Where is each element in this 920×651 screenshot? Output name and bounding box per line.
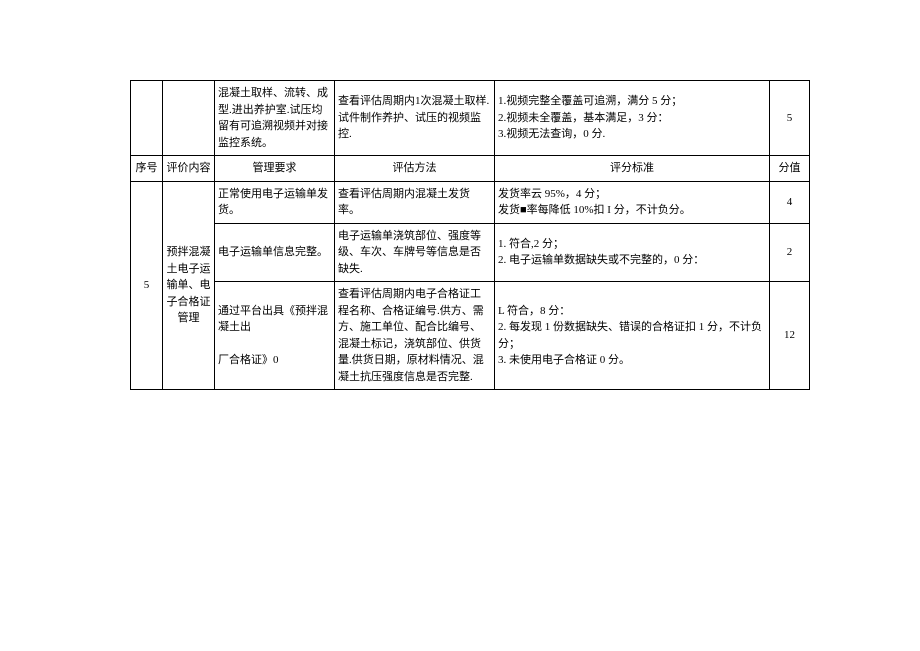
cell-method-5-2: 电子运输单浇筑部位、强度等级、车次、车牌号等信息是否缺失.: [335, 223, 495, 282]
header-row: 序号 评价内容 管理要求 评估方法 评分标准 分值: [131, 156, 810, 182]
th-req: 管理要求: [215, 156, 335, 182]
cell-req-5-2: 电子运输单信息完整。: [215, 223, 335, 282]
cell-score-5-1: 4: [770, 181, 810, 223]
th-method: 评估方法: [335, 156, 495, 182]
cell-req-top: 混凝土取样、流转、成型.进出养护室.试压均留有可追溯视频并对接监控系统。: [215, 81, 335, 156]
cell-criteria-5-2: 1. 符合,2 分； 2. 电子运输单数据缺失或不完整的，0 分：: [495, 223, 770, 282]
cell-seq-blank: [131, 81, 163, 156]
row5-sub3: 通过平台出具《预拌混凝土出 厂合格证》0 查看评估周期内电子合格证工程名称、合格…: [131, 282, 810, 390]
cell-method-5-3: 查看评估周期内电子合格证工程名称、合格证编号.供方、需方、施工单位、配合比编号、…: [335, 282, 495, 390]
cell-content-blank: [163, 81, 215, 156]
cell-method-top: 查看评估周期内1次混凝土取样.试件制作养护、试压的视频监控.: [335, 81, 495, 156]
th-score: 分值: [770, 156, 810, 182]
cell-criteria-5-3: L 符合，8 分： 2. 每发现 1 份数据缺失、错误的合格证扣 1 分，不计负…: [495, 282, 770, 390]
th-seq: 序号: [131, 156, 163, 182]
top-row: 混凝土取样、流转、成型.进出养护室.试压均留有可追溯视频并对接监控系统。 查看评…: [131, 81, 810, 156]
cell-criteria-5-1: 发货率云 95%，4 分； 发货■率每降低 10%扣 I 分，不计负分。: [495, 181, 770, 223]
cell-req-5-1: 正常使用电子运输单发货。: [215, 181, 335, 223]
cell-seq-5: 5: [131, 181, 163, 390]
cell-req-5-3: 通过平台出具《预拌混凝土出 厂合格证》0: [215, 282, 335, 390]
th-criteria: 评分标准: [495, 156, 770, 182]
cell-criteria-top: 1.视频完整全覆盖可追溯，满分 5 分； 2.视频未全覆盖，基本满足，3 分： …: [495, 81, 770, 156]
cell-method-5-1: 查看评估周期内混凝土发货率。: [335, 181, 495, 223]
cell-content-5: 预拌混凝土电子运输单、电子合格证管理: [163, 181, 215, 390]
cell-score-top: 5: [770, 81, 810, 156]
cell-score-5-2: 2: [770, 223, 810, 282]
row5-sub1: 5 预拌混凝土电子运输单、电子合格证管理 正常使用电子运输单发货。 查看评估周期…: [131, 181, 810, 223]
cell-score-5-3: 12: [770, 282, 810, 390]
evaluation-table: 混凝土取样、流转、成型.进出养护室.试压均留有可追溯视频并对接监控系统。 查看评…: [130, 80, 810, 390]
row5-sub2: 电子运输单信息完整。 电子运输单浇筑部位、强度等级、车次、车牌号等信息是否缺失.…: [131, 223, 810, 282]
th-content: 评价内容: [163, 156, 215, 182]
